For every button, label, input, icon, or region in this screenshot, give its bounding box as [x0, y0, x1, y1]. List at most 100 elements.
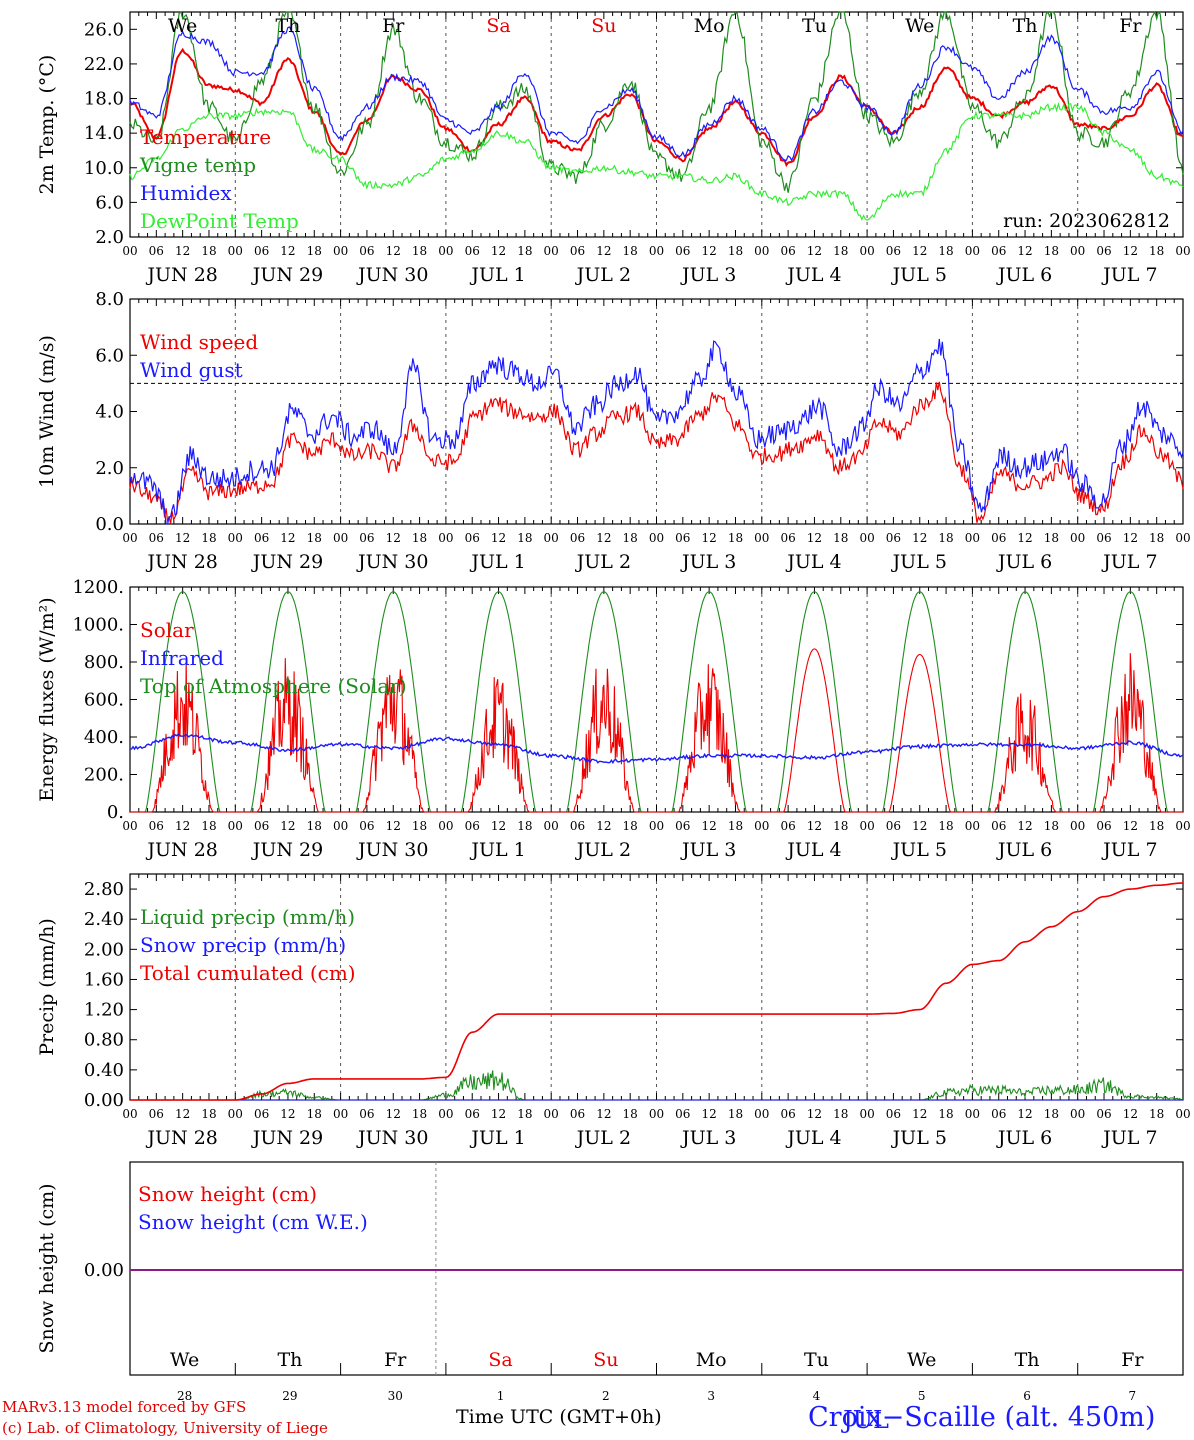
hour-tick-label: 00 [228, 244, 243, 258]
hour-tick-label: 00 [1070, 531, 1085, 545]
hour-tick-label: 00 [859, 244, 874, 258]
hour-tick-label: 00 [859, 1107, 874, 1121]
hour-tick-label: 06 [149, 1107, 164, 1121]
hour-tick-label: 00 [438, 244, 453, 258]
date-label: JUN 28 [145, 839, 217, 861]
hour-tick-label: 06 [991, 819, 1006, 833]
hour-tick-label: 18 [833, 531, 848, 545]
hour-tick-label: 00 [754, 244, 769, 258]
date-label: JUN 29 [251, 264, 323, 286]
hour-tick-label: 18 [938, 531, 953, 545]
hour-tick-label: 00 [333, 244, 348, 258]
y-tick-label: 14.0 [84, 123, 124, 144]
hour-tick-label: 18 [1044, 819, 1059, 833]
hour-tick-label: 12 [280, 819, 295, 833]
day-name: Fr [384, 1349, 407, 1371]
legend-solar: Solar [140, 618, 194, 642]
date-label: JUN 28 [145, 264, 217, 286]
hour-tick-label: 00 [544, 1107, 559, 1121]
hour-tick-label: 18 [201, 1107, 216, 1121]
legend-wind-gust: Wind gust [140, 358, 243, 382]
day-number: 5 [918, 1389, 926, 1403]
hour-tick-label: 06 [465, 244, 480, 258]
y-tick-label: 1.20 [84, 1000, 124, 1021]
hour-tick-label: 18 [307, 244, 322, 258]
hour-tick-label: 00 [1175, 1107, 1190, 1121]
hour-tick-label: 12 [912, 531, 927, 545]
day-name: Su [593, 1349, 618, 1371]
date-label: JUL 6 [996, 839, 1052, 861]
date-label: JUL 7 [1101, 551, 1157, 573]
hour-tick-label: 00 [438, 819, 453, 833]
hour-tick-label: 12 [491, 819, 506, 833]
legend-snow-height-we: Snow height (cm W.E.) [138, 1210, 368, 1234]
hour-tick-label: 18 [938, 244, 953, 258]
date-label: JUL 4 [785, 1127, 841, 1149]
date-label: JUL 5 [891, 839, 947, 861]
hour-tick-label: 18 [833, 1107, 848, 1121]
hour-tick-label: 18 [201, 531, 216, 545]
hour-tick-label: 06 [1096, 244, 1111, 258]
hour-tick-label: 00 [1175, 531, 1190, 545]
day-name: Fr [382, 15, 405, 37]
hour-tick-label: 18 [307, 1107, 322, 1121]
y-tick-label: 200. [84, 765, 124, 786]
date-label: JUL 1 [469, 1127, 525, 1149]
date-label: JUL 5 [891, 264, 947, 286]
hour-tick-label: 18 [201, 819, 216, 833]
hour-tick-label: 00 [122, 244, 137, 258]
date-label: JUN 30 [356, 839, 428, 861]
hour-tick-label: 06 [886, 531, 901, 545]
date-label: JUL 7 [1101, 264, 1157, 286]
date-label: JUL 2 [575, 1127, 631, 1149]
y-tick-label: 8.0 [95, 289, 124, 310]
hour-tick-label: 06 [675, 1107, 690, 1121]
hour-tick-label: 06 [991, 531, 1006, 545]
day-name: Mo [694, 15, 725, 37]
hour-tick-label: 00 [438, 1107, 453, 1121]
hour-tick-label: 12 [702, 1107, 717, 1121]
legend-top-of-atmosphere-solar-: Top of Atmosphere (Solar) [140, 674, 407, 698]
series-dewpoint-temp [129, 101, 1184, 221]
hour-tick-label: 12 [912, 244, 927, 258]
hour-tick-label: 00 [333, 819, 348, 833]
hour-tick-label: 00 [122, 531, 137, 545]
y-tick-label: 22.0 [84, 54, 124, 75]
lab-credit: (c) Lab. of Climatology, University of L… [2, 1419, 328, 1437]
day-number: 4 [813, 1389, 821, 1403]
date-label: JUL 1 [469, 551, 525, 573]
hour-tick-label: 06 [675, 244, 690, 258]
hour-tick-label: 00 [228, 1107, 243, 1121]
hour-tick-label: 12 [1123, 531, 1138, 545]
day-name: Sa [486, 15, 510, 37]
y-tick-label: 2.00 [84, 939, 124, 960]
day-number: 1 [497, 1389, 505, 1403]
hour-tick-label: 12 [596, 531, 611, 545]
day-name: Sa [488, 1349, 512, 1371]
hour-tick-label: 12 [1017, 531, 1032, 545]
hour-tick-label: 06 [991, 244, 1006, 258]
y-axis-label: 2m Temp. (°C) [36, 55, 58, 195]
hour-tick-label: 12 [386, 244, 401, 258]
hour-tick-label: 18 [728, 819, 743, 833]
hour-tick-label: 18 [1149, 244, 1164, 258]
hour-tick-label: 12 [912, 819, 927, 833]
hour-tick-label: 06 [1096, 531, 1111, 545]
hour-tick-label: 18 [307, 531, 322, 545]
hour-tick-label: 00 [544, 819, 559, 833]
hour-tick-label: 12 [807, 531, 822, 545]
y-tick-label: 1.60 [84, 969, 124, 990]
hour-tick-label: 00 [544, 244, 559, 258]
y-tick-label: 1200. [72, 577, 124, 598]
hour-tick-label: 12 [1123, 819, 1138, 833]
hour-tick-label: 06 [780, 819, 795, 833]
y-tick-label: 6.0 [95, 345, 124, 366]
station-title: Croix−Scaille (alt. 450m) [808, 1402, 1156, 1433]
y-axis-label: Snow height (cm) [36, 1183, 58, 1353]
hour-tick-label: 18 [1149, 819, 1164, 833]
hour-tick-label: 18 [517, 531, 532, 545]
hour-tick-label: 06 [149, 244, 164, 258]
date-label: JUL 6 [996, 551, 1052, 573]
y-tick-label: 0.00 [84, 1090, 124, 1111]
series-humidex [129, 26, 1184, 162]
